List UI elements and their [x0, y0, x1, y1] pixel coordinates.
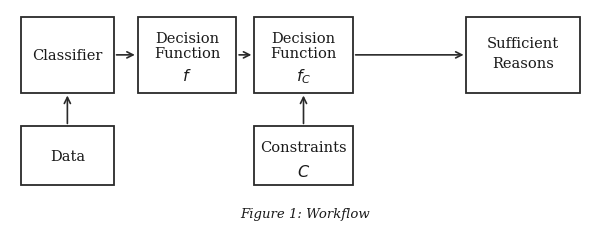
Text: $f$: $f$ — [182, 68, 192, 84]
Text: Constraints: Constraints — [260, 140, 347, 154]
FancyBboxPatch shape — [254, 18, 353, 93]
Text: Function: Function — [270, 47, 337, 61]
Text: Decision: Decision — [271, 32, 336, 46]
Text: Decision: Decision — [155, 32, 219, 46]
FancyBboxPatch shape — [21, 127, 113, 186]
Text: $C$: $C$ — [297, 163, 310, 179]
Text: Function: Function — [154, 47, 220, 61]
Text: Reasons: Reasons — [492, 56, 554, 70]
Text: $f_C$: $f_C$ — [296, 67, 311, 85]
FancyBboxPatch shape — [21, 18, 113, 93]
FancyBboxPatch shape — [254, 127, 353, 186]
Text: Classifier: Classifier — [32, 49, 102, 63]
Text: Sufficient: Sufficient — [487, 37, 559, 51]
Text: Figure 1: Workflow: Figure 1: Workflow — [240, 207, 370, 220]
Text: Data: Data — [50, 149, 85, 163]
FancyBboxPatch shape — [467, 18, 580, 93]
FancyBboxPatch shape — [138, 18, 236, 93]
